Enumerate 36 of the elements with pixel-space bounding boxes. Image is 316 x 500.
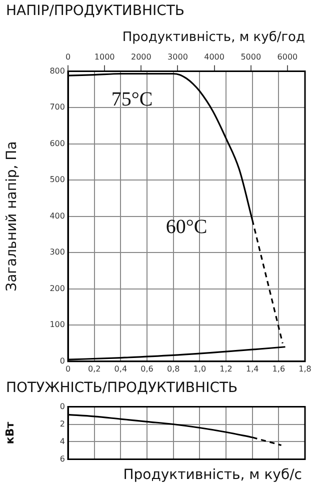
y-tick-label: 200 <box>50 284 65 293</box>
x-tick-label: 1,6 <box>272 364 286 374</box>
chart-title: НАПІР/ПРОДУКТИВНІСТЬ <box>5 2 186 21</box>
y-tick-label: 700 <box>50 102 65 112</box>
x2-tick-label: 3000 <box>168 52 188 62</box>
x-tick-label: 0,8 <box>166 364 180 374</box>
y-axis-title: кВт <box>3 421 16 444</box>
x2-tick-label: 5000 <box>240 52 262 62</box>
y-tick-label: 300 <box>50 248 65 257</box>
x2-tick-label: 4000 <box>204 52 224 62</box>
x-tick-label: 0,6 <box>140 364 154 374</box>
y-tick-label: 0 <box>60 402 65 411</box>
chart-title: ПОТУЖНІСТЬ/ПРОДУКТИВНІСТЬ <box>5 379 239 398</box>
x-tick-label: 1,4 <box>246 364 259 374</box>
x2-tick-label: 2000 <box>130 52 152 62</box>
y-tick-label: 100 <box>50 320 65 330</box>
y-tick-label: 0 <box>60 356 65 366</box>
y-tick-label: 2 <box>60 419 65 428</box>
y-axis-title: Загальний напір, Па <box>4 141 20 292</box>
x2-tick-label: 1000 <box>94 52 115 62</box>
y-tick-label: 500 <box>50 175 65 184</box>
x-tick-label: 1,8 <box>298 364 312 374</box>
x2-tick-label: 6000 <box>277 52 298 62</box>
x-axis-title: Продуктивність, м куб/с <box>122 467 303 483</box>
x-tick-label: 0,2 <box>88 364 101 374</box>
y-tick-label: 6 <box>60 454 65 464</box>
y-tick-label: 800 <box>50 66 65 76</box>
y-tick-label: 400 <box>50 211 65 220</box>
x-tick-label: 0,4 <box>114 364 128 374</box>
x2-axis-title: Продуктивність, м куб/год <box>122 30 306 46</box>
y-tick-label: 600 <box>50 138 65 148</box>
y-tick-label: 4 <box>60 436 65 446</box>
x-tick-label: 1,2 <box>220 364 232 374</box>
annotation: 75°C <box>111 88 153 110</box>
annotation: 60°C <box>166 216 208 238</box>
x-tick-label: 1,0 <box>193 364 206 374</box>
